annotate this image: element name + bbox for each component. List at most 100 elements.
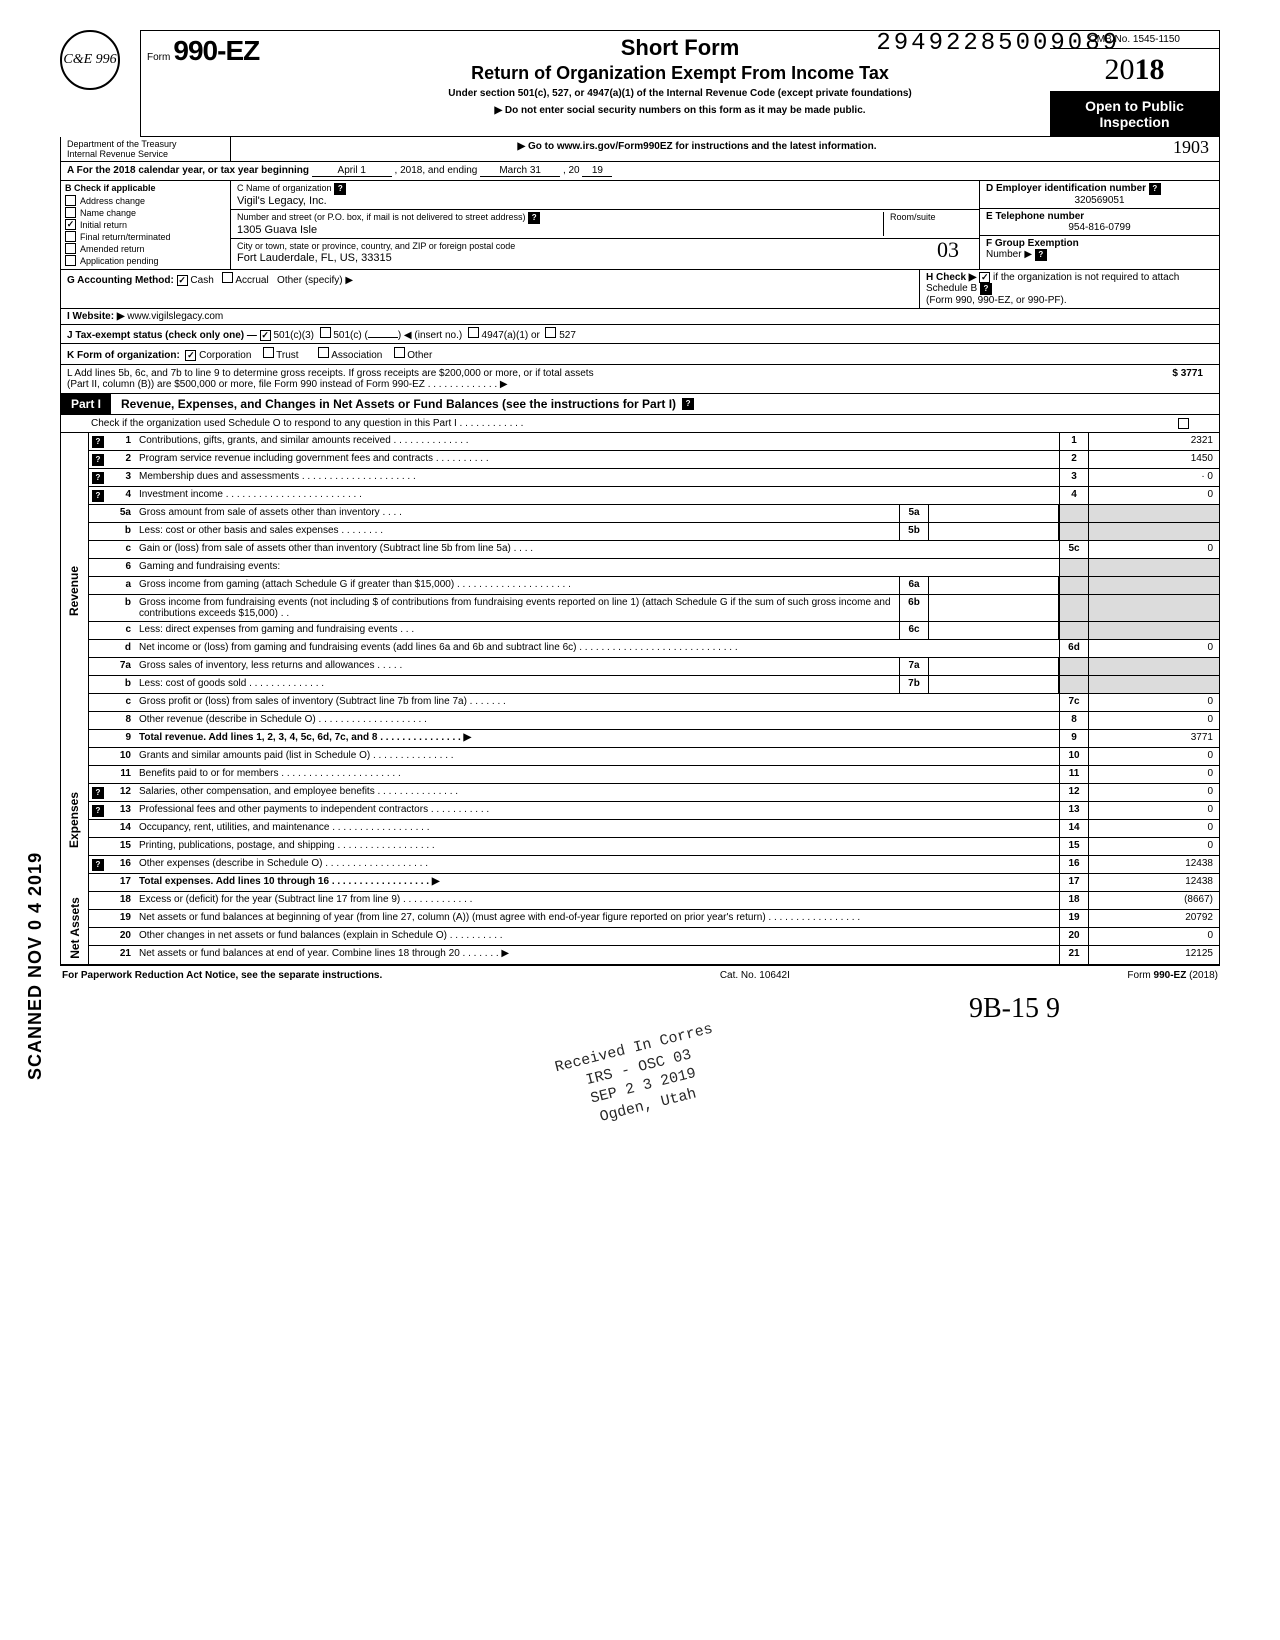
cb-name-change[interactable] bbox=[65, 207, 76, 218]
period-end: March 31 bbox=[480, 165, 560, 177]
line-number: 15 bbox=[107, 838, 135, 855]
line-row: 9Total revenue. Add lines 1, 2, 3, 4, 5c… bbox=[89, 730, 1219, 748]
line-row: aGross income from gaming (attach Schedu… bbox=[89, 577, 1219, 595]
line-desc: Gross income from gaming (attach Schedul… bbox=[135, 577, 899, 594]
help-icon[interactable]: ? bbox=[92, 436, 104, 448]
help-icon[interactable]: ? bbox=[1035, 249, 1047, 261]
line-row: 15Printing, publications, postage, and s… bbox=[89, 838, 1219, 856]
cb-527[interactable] bbox=[545, 327, 556, 338]
help-icon[interactable]: ? bbox=[92, 490, 104, 502]
line-desc: Gross amount from sale of assets other t… bbox=[135, 505, 899, 522]
line-amount: 0 bbox=[1089, 802, 1219, 819]
cb-address-change[interactable] bbox=[65, 195, 76, 206]
handwrite-signature: 9B-15 9 bbox=[60, 993, 1220, 1025]
right-line-number: 4 bbox=[1059, 487, 1089, 504]
line-number: 21 bbox=[107, 946, 135, 964]
line-desc: Contributions, gifts, grants, and simila… bbox=[135, 433, 1059, 450]
cb-final-return[interactable] bbox=[65, 231, 76, 242]
line-number: 11 bbox=[107, 766, 135, 783]
help-icon[interactable]: ? bbox=[334, 183, 346, 195]
cb-501c[interactable] bbox=[320, 327, 331, 338]
line-desc: Gaming and fundraising events: bbox=[135, 559, 1059, 576]
line-row: bGross income from fundraising events (n… bbox=[89, 595, 1219, 622]
netassets-section: Net Assets 18Excess or (deficit) for the… bbox=[60, 892, 1220, 965]
cb-trust[interactable] bbox=[263, 347, 274, 358]
cb-application-pending[interactable] bbox=[65, 255, 76, 266]
cb-schedule-o[interactable] bbox=[1178, 418, 1189, 429]
line-number: 2 bbox=[107, 451, 135, 468]
right-line-number: 10 bbox=[1059, 748, 1089, 765]
help-icon[interactable]: ? bbox=[92, 454, 104, 466]
check-if-applicable: B Check if applicable bbox=[65, 183, 226, 193]
help-icon[interactable]: ? bbox=[682, 398, 694, 410]
cb-assoc[interactable] bbox=[318, 347, 329, 358]
line-row: ?3Membership dues and assessments . . . … bbox=[89, 469, 1219, 487]
help-icon[interactable]: ? bbox=[92, 787, 104, 799]
line-number: c bbox=[107, 622, 135, 639]
line-amount: 20792 bbox=[1089, 910, 1219, 927]
mid-line-value[interactable] bbox=[929, 676, 1059, 693]
line-amount: 0 bbox=[1089, 640, 1219, 657]
cb-other-org[interactable] bbox=[394, 347, 405, 358]
mid-line-value[interactable] bbox=[929, 505, 1059, 522]
line-amount: 0 bbox=[1089, 694, 1219, 711]
line-desc: Gain or (loss) from sale of assets other… bbox=[135, 541, 1059, 558]
cb-amended[interactable] bbox=[65, 243, 76, 254]
cb-h[interactable]: ✓ bbox=[979, 272, 990, 283]
help-icon[interactable]: ? bbox=[92, 805, 104, 817]
line-number: b bbox=[107, 676, 135, 693]
help-icon[interactable]: ? bbox=[980, 283, 992, 295]
line-number: 12 bbox=[107, 784, 135, 801]
help-icon[interactable]: ? bbox=[92, 472, 104, 484]
line-row: 21Net assets or fund balances at end of … bbox=[89, 946, 1219, 964]
mid-line-number: 5b bbox=[899, 523, 929, 540]
line-desc: Investment income . . . . . . . . . . . … bbox=[135, 487, 1059, 504]
line-number: 10 bbox=[107, 748, 135, 765]
line-amount: 2321 bbox=[1089, 433, 1219, 450]
mid-line-value[interactable] bbox=[929, 595, 1059, 621]
entity-right-col: D Employer identification number ? 32056… bbox=[979, 181, 1219, 269]
line-amount: 0 bbox=[1089, 487, 1219, 504]
line-amount: 0 bbox=[1089, 820, 1219, 837]
cb-501c3[interactable]: ✓ bbox=[260, 330, 271, 341]
line-number: 6 bbox=[107, 559, 135, 576]
right-line-number: 12 bbox=[1059, 784, 1089, 801]
line-desc: Printing, publications, postage, and shi… bbox=[135, 838, 1059, 855]
line-number: 7a bbox=[107, 658, 135, 675]
help-icon[interactable]: ? bbox=[92, 859, 104, 871]
right-line-number: 1 bbox=[1059, 433, 1089, 450]
right-line-number: 16 bbox=[1059, 856, 1089, 873]
mid-line-value[interactable] bbox=[929, 622, 1059, 639]
mid-line-value[interactable] bbox=[929, 658, 1059, 675]
revenue-section: Revenue ?1Contributions, gifts, grants, … bbox=[60, 433, 1220, 748]
cb-corp[interactable]: ✓ bbox=[185, 350, 196, 361]
cb-4947[interactable] bbox=[468, 327, 479, 338]
ein: 320569051 bbox=[986, 195, 1213, 206]
help-icon[interactable]: ? bbox=[1149, 183, 1161, 195]
line-number: 3 bbox=[107, 469, 135, 486]
received-stamp: Received In Corres IRS - OSC 03 SEP 2 3 … bbox=[553, 1020, 729, 1135]
line-amount: · 0 bbox=[1089, 469, 1219, 486]
line-desc: Grants and similar amounts paid (list in… bbox=[135, 748, 1059, 765]
mid-line-number: 6c bbox=[899, 622, 929, 639]
line-desc: Salaries, other compensation, and employ… bbox=[135, 784, 1059, 801]
right-line-number: 13 bbox=[1059, 802, 1089, 819]
line-amount: 0 bbox=[1089, 784, 1219, 801]
mid-line-value[interactable] bbox=[929, 523, 1059, 540]
mid-line-value[interactable] bbox=[929, 577, 1059, 594]
line-desc: Professional fees and other payments to … bbox=[135, 802, 1059, 819]
cb-cash[interactable]: ✓ bbox=[177, 275, 188, 286]
note-ssn: ▶ Do not enter social security numbers o… bbox=[318, 105, 1042, 116]
part1-check-row: Check if the organization used Schedule … bbox=[60, 415, 1220, 433]
cb-initial-return[interactable]: ✓ bbox=[65, 219, 76, 230]
line-desc: Less: cost or other basis and sales expe… bbox=[135, 523, 899, 540]
line-desc: Total revenue. Add lines 1, 2, 3, 4, 5c,… bbox=[135, 730, 1059, 747]
org-name: Vigil's Legacy, Inc. bbox=[237, 195, 327, 207]
line-row: 8Other revenue (describe in Schedule O) … bbox=[89, 712, 1219, 730]
right-line-number: 19 bbox=[1059, 910, 1089, 927]
goto-note: ▶ Go to www.irs.gov/Form990EZ for instru… bbox=[231, 137, 1163, 161]
row-j: J Tax-exempt status (check only one) — ✓… bbox=[60, 325, 1220, 344]
cb-accrual[interactable] bbox=[222, 272, 233, 283]
row-i: I Website: ▶ www.vigilslegacy.com bbox=[60, 309, 1220, 325]
help-icon[interactable]: ? bbox=[528, 212, 540, 224]
